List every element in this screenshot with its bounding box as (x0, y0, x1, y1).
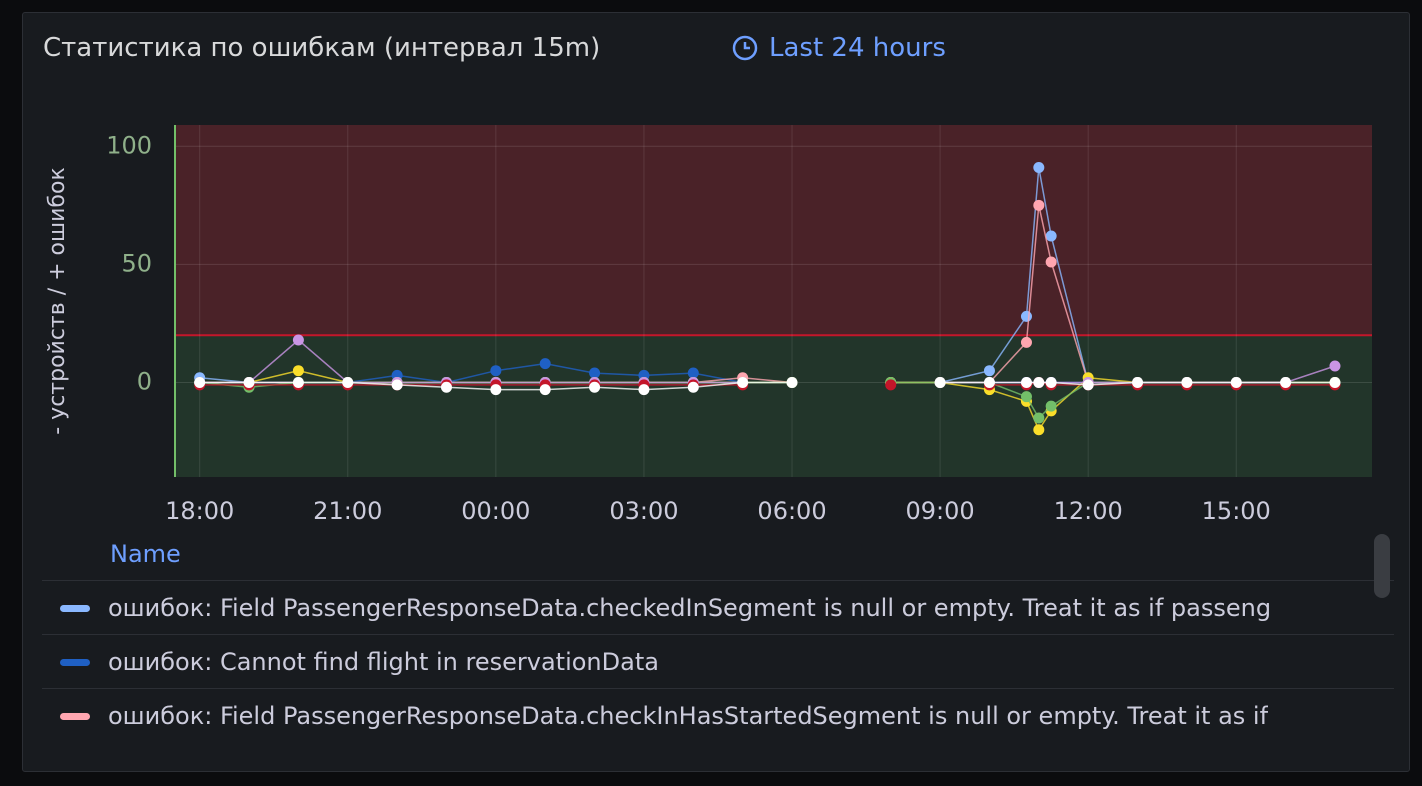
data-point (1045, 256, 1057, 268)
legend: Name ошибок: Field PassengerResponseData… (22, 530, 1394, 766)
data-point (885, 379, 897, 391)
data-point (490, 365, 502, 377)
data-point (1329, 360, 1341, 372)
data-point (342, 377, 354, 389)
panel-title: Статистика по ошибкам (интервал 15m) (43, 33, 601, 63)
data-point (292, 365, 304, 377)
legend-label: ошибок: Field PassengerResponseData.chec… (108, 702, 1269, 730)
data-point (1181, 377, 1193, 389)
y-tick-label: 0 (137, 368, 152, 396)
data-point (589, 367, 601, 379)
data-point (1082, 379, 1094, 391)
data-point (934, 377, 946, 389)
data-point (1045, 230, 1057, 242)
data-point (638, 384, 650, 396)
chart: 0 50 100 18:00 21:00 00:00 03:00 06:00 09:00 12:0… (45, 125, 1372, 525)
data-point (243, 377, 255, 389)
legend-swatch (60, 604, 90, 612)
data-point (1033, 162, 1045, 174)
data-point (440, 381, 452, 393)
y-tick-label: 50 (121, 249, 152, 277)
y-tick-label: 100 (106, 131, 152, 159)
data-point (1280, 377, 1292, 389)
x-tick-label: 18:00 (165, 497, 234, 525)
data-point (1329, 377, 1341, 389)
data-point (539, 384, 551, 396)
data-point (292, 377, 304, 389)
x-tick-label: 15:00 (1202, 497, 1271, 525)
data-point (194, 377, 206, 389)
x-tick-label: 09:00 (906, 497, 975, 525)
data-point (1045, 377, 1057, 389)
x-tick-label: 06:00 (757, 497, 826, 525)
x-tick-label: 03:00 (609, 497, 678, 525)
clock-icon (732, 35, 758, 61)
x-tick-label: 21:00 (313, 497, 382, 525)
data-point (1020, 391, 1032, 403)
series-line (199, 381, 1335, 386)
data-point (1020, 377, 1032, 389)
legend-item[interactable]: ошибок: Field PassengerResponseData.chec… (42, 688, 1394, 743)
data-point (391, 379, 403, 391)
x-tick-label: 00:00 (461, 497, 530, 525)
threshold-base (175, 335, 1372, 477)
data-point (1033, 424, 1045, 436)
legend-label: ошибок: Field PassengerResponseData.chec… (108, 594, 1272, 622)
data-point (983, 377, 995, 389)
data-point (983, 365, 995, 377)
y-axis-label: - устройств / + ошибок (45, 167, 70, 435)
data-point (737, 377, 749, 389)
data-point (1045, 400, 1057, 412)
threshold-region (175, 125, 1372, 336)
data-point (687, 381, 699, 393)
legend-item[interactable]: ошибок: Field PassengerResponseData.chec… (42, 580, 1394, 635)
data-point (589, 381, 601, 393)
scrollbar[interactable] (1374, 534, 1390, 598)
legend-swatch (60, 658, 90, 666)
data-point (1132, 377, 1144, 389)
data-point (1033, 377, 1045, 389)
data-point (1020, 310, 1032, 322)
x-tick-label: 12:00 (1054, 497, 1123, 525)
data-point (1033, 412, 1045, 424)
legend-header[interactable]: Name (110, 540, 181, 568)
legend-item[interactable]: ошибок: Cannot find flight in reservatio… (42, 634, 1394, 689)
data-point (292, 334, 304, 346)
data-point (490, 384, 502, 396)
legend-label: ошибок: Cannot find flight in reservatio… (108, 648, 659, 676)
data-point (1020, 336, 1032, 348)
data-point (687, 367, 699, 379)
time-range-text: Last 24 hours (769, 33, 946, 63)
legend-swatch (60, 712, 90, 720)
data-point (539, 358, 551, 370)
time-range[interactable]: Last 24 hours (731, 33, 946, 63)
data-point (786, 377, 798, 389)
data-point (1033, 199, 1045, 211)
data-point (1230, 377, 1242, 389)
